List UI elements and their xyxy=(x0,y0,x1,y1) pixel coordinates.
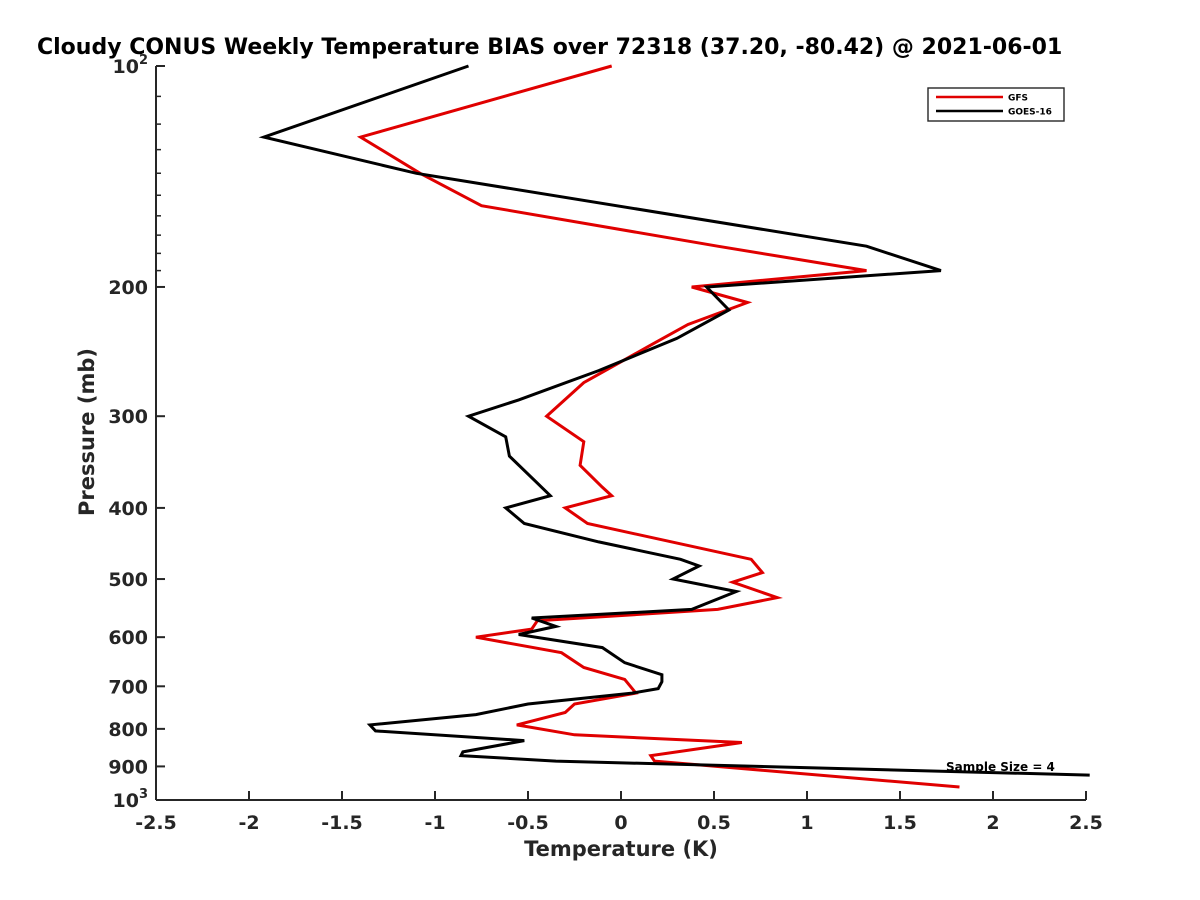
legend-goes16-label: GOES-16 xyxy=(1008,108,1052,118)
axes-layer: -2.5 -2 -1.5 -1 -0.5 0 0.5 1 1.5 2 2.5 102 200 300 400… xyxy=(108,53,1103,834)
legend-gfs-label: GFS xyxy=(1008,94,1028,104)
plot-area xyxy=(156,66,1086,800)
chart-title: Cloudy CONUS Weekly Temperature BIAS ove… xyxy=(37,35,1062,60)
y-tick-label: 700 xyxy=(108,676,148,698)
x-tick-label: 1 xyxy=(800,812,813,834)
x-axis-label: Temperature (K) xyxy=(524,837,718,861)
x-tick-label: 0.5 xyxy=(697,812,731,834)
x-tick-label: -0.5 xyxy=(507,812,549,834)
y-tick-label: 800 xyxy=(108,719,148,741)
plot-background xyxy=(156,66,1086,800)
y-tick-label: 400 xyxy=(108,498,148,520)
y-axis-label: Pressure (mb) xyxy=(75,348,99,516)
legend-box xyxy=(927,87,1065,122)
y-tick-label: 900 xyxy=(108,756,148,778)
x-tick-label: -1.5 xyxy=(321,812,363,834)
x-tick-label: -2 xyxy=(238,812,259,834)
series-line-gfs xyxy=(356,64,960,789)
x-tick-label: 2 xyxy=(986,812,999,834)
series-layer xyxy=(258,64,1090,789)
x-tick-label: 1.5 xyxy=(883,812,917,834)
y-tick-label: 103 xyxy=(113,787,149,812)
x-tick-label: -1 xyxy=(424,812,445,834)
y-tick-label: 300 xyxy=(108,406,148,428)
series-line-goes16 xyxy=(258,64,1090,777)
y-tick-label: 500 xyxy=(108,569,148,591)
y-tick-label: 200 xyxy=(108,277,148,299)
y-tick-label: 102 xyxy=(113,53,149,78)
x-tick-label: 0 xyxy=(614,812,627,834)
sample-size-annotation: Sample Size = 4 xyxy=(946,760,1055,774)
legend: GFS GOES-16 xyxy=(927,87,1065,122)
x-tick-label: -2.5 xyxy=(135,812,177,834)
y-tick-label: 600 xyxy=(108,627,148,649)
x-tick-label: 2.5 xyxy=(1069,812,1103,834)
